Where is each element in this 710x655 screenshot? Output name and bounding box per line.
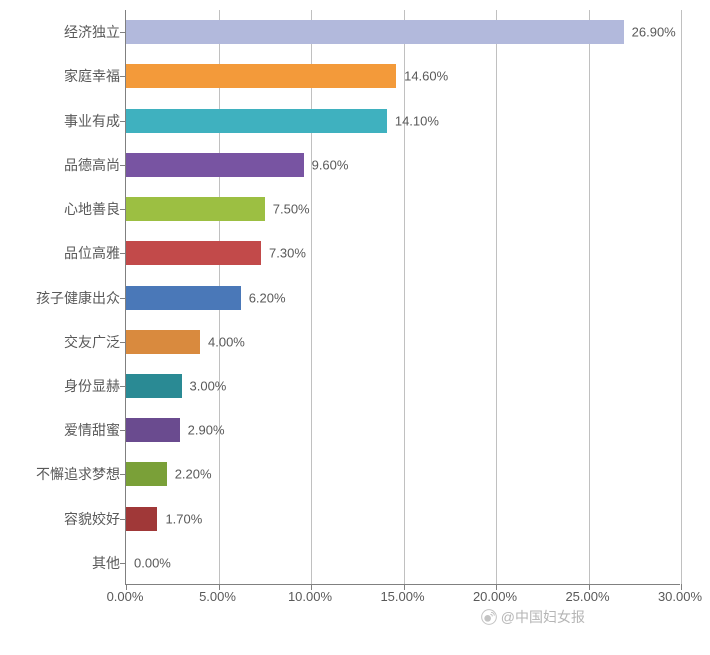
bar-value-label: 0.00%: [134, 555, 171, 570]
y-axis-labels: 经济独立家庭幸福事业有成品德高尚心地善良品位高雅孩子健康出众交友广泛身份显赫爱情…: [15, 10, 120, 585]
bar-chart: 经济独立家庭幸福事业有成品德高尚心地善良品位高雅孩子健康出众交友广泛身份显赫爱情…: [15, 10, 695, 625]
bar-value-label: 2.90%: [188, 423, 225, 438]
y-axis-category-label: 品位高雅: [64, 243, 120, 263]
gridline: [681, 10, 682, 584]
bar: [126, 197, 265, 221]
bar: [126, 241, 261, 265]
gridline: [589, 10, 590, 584]
bar-value-label: 7.30%: [269, 246, 306, 261]
y-axis-category-label: 其他: [92, 553, 120, 573]
x-tick-label: 10.00%: [288, 589, 332, 604]
bar-value-label: 9.60%: [312, 157, 349, 172]
x-tick-label: 25.00%: [565, 589, 609, 604]
gridline: [496, 10, 497, 584]
x-tick-label: 20.00%: [473, 589, 517, 604]
y-axis-category-label: 心地善良: [64, 199, 120, 219]
bar: [126, 153, 304, 177]
gridline: [404, 10, 405, 584]
watermark: @中国妇女报: [481, 607, 585, 627]
y-axis-category-label: 不懈追求梦想: [36, 464, 120, 484]
bar: [126, 286, 241, 310]
bar-value-label: 4.00%: [208, 334, 245, 349]
bar-value-label: 14.10%: [395, 113, 439, 128]
bar-value-label: 26.90%: [632, 25, 676, 40]
bar: [126, 418, 180, 442]
bar-value-label: 2.20%: [175, 467, 212, 482]
weibo-icon: [481, 609, 497, 625]
y-tick-mark: [120, 563, 126, 564]
watermark-text: @中国妇女报: [501, 607, 585, 627]
y-axis-category-label: 孩子健康出众: [36, 288, 120, 308]
bar: [126, 109, 387, 133]
plot-area: 26.90% 14.60% 14.10% 9.60% 7.50% 7.30% 6.20% 4.…: [125, 10, 680, 585]
x-axis-labels: 0.00%5.00%10.00%15.00%20.00%25.00%30.00%: [125, 585, 680, 615]
bar: [126, 507, 157, 531]
y-axis-category-label: 事业有成: [64, 111, 120, 131]
y-axis-category-label: 经济独立: [64, 22, 120, 42]
bar: [126, 374, 182, 398]
y-axis-category-label: 身份显赫: [64, 376, 120, 396]
bar: [126, 20, 624, 44]
bar: [126, 64, 396, 88]
y-axis-category-label: 交友广泛: [64, 332, 120, 352]
x-tick-label: 15.00%: [380, 589, 424, 604]
bar-value-label: 3.00%: [190, 378, 227, 393]
bar: [126, 462, 167, 486]
bar: [126, 330, 200, 354]
y-axis-category-label: 家庭幸福: [64, 66, 120, 86]
bar-value-label: 7.50%: [273, 202, 310, 217]
gridline: [311, 10, 312, 584]
x-tick-label: 0.00%: [107, 589, 144, 604]
y-axis-category-label: 品德高尚: [64, 155, 120, 175]
x-tick-label: 5.00%: [199, 589, 236, 604]
y-axis-category-label: 爱情甜蜜: [64, 420, 120, 440]
y-axis-category-label: 容貌姣好: [64, 509, 120, 529]
bar-value-label: 1.70%: [165, 511, 202, 526]
x-tick-label: 30.00%: [658, 589, 702, 604]
bar-value-label: 6.20%: [249, 290, 286, 305]
bar-value-label: 14.60%: [404, 69, 448, 84]
